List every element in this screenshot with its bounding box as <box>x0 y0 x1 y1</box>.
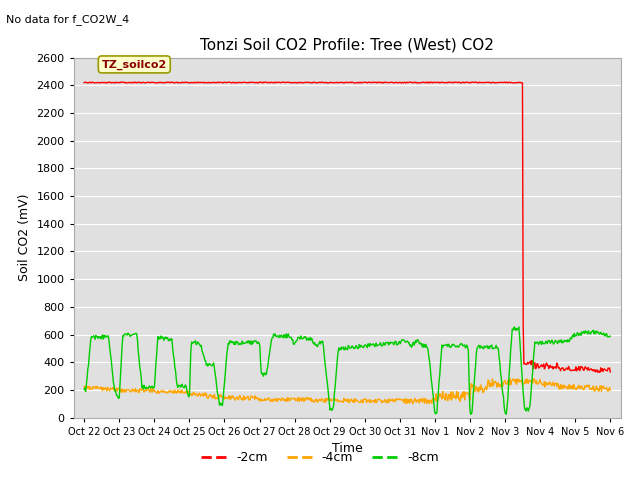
Y-axis label: Soil CO2 (mV): Soil CO2 (mV) <box>18 194 31 281</box>
Text: TZ_soilco2: TZ_soilco2 <box>102 60 167 70</box>
X-axis label: Time: Time <box>332 442 363 455</box>
Title: Tonzi Soil CO2 Profile: Tree (West) CO2: Tonzi Soil CO2 Profile: Tree (West) CO2 <box>200 37 494 52</box>
Legend: -2cm, -4cm, -8cm: -2cm, -4cm, -8cm <box>196 446 444 469</box>
Text: No data for f_CO2W_4: No data for f_CO2W_4 <box>6 14 130 25</box>
